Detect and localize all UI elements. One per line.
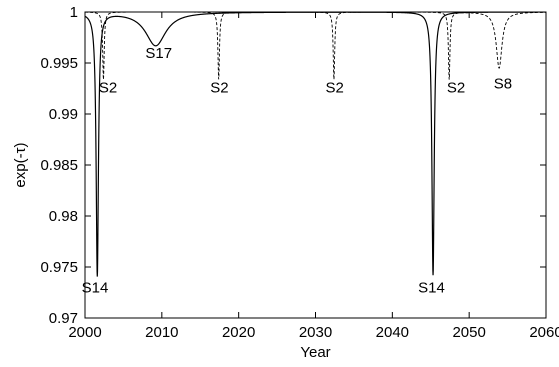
x-tick-label: 2050 bbox=[452, 324, 485, 341]
y-tick-label: 0.975 bbox=[40, 259, 78, 276]
annotation-label: S2 bbox=[447, 80, 465, 97]
x-tick-label: 2000 bbox=[68, 324, 101, 341]
annotation-label: S14 bbox=[418, 280, 445, 297]
y-tick-label: 0.97 bbox=[49, 310, 78, 327]
x-tick-labels: 2000 2010 2020 2030 2040 2050 2060 bbox=[68, 324, 559, 341]
annotation-label: S2 bbox=[210, 80, 228, 97]
x-tick-label: 2040 bbox=[376, 324, 409, 341]
y-tick-label: 0.98 bbox=[49, 208, 78, 225]
annotation-label: S8 bbox=[494, 76, 512, 93]
y-tick-label: 1 bbox=[70, 4, 78, 21]
y-tick-label: 0.985 bbox=[40, 157, 78, 174]
annotation-label: S17 bbox=[145, 45, 172, 62]
annotation-label: S2 bbox=[326, 80, 344, 97]
y-tick-label: 0.99 bbox=[49, 106, 78, 123]
x-tick-label: 2060 bbox=[529, 324, 559, 341]
x-tick-label: 2020 bbox=[222, 324, 255, 341]
x-tick-label: 2030 bbox=[299, 324, 332, 341]
annotation-label: S2 bbox=[99, 80, 117, 97]
y-tick-label: 0.995 bbox=[40, 55, 78, 72]
x-axis-label: Year bbox=[300, 344, 330, 361]
annotation-label: S14 bbox=[82, 280, 109, 297]
annotations: S17 S2 S2 S2 S2 S8 S14 S14 bbox=[82, 45, 513, 297]
y-tick-labels: 0.97 0.975 0.98 0.985 0.99 0.995 1 bbox=[40, 4, 78, 327]
y-axis-label: exp(-τ) bbox=[12, 142, 29, 187]
plot-frame bbox=[84, 11, 547, 319]
x-tick-label: 2010 bbox=[145, 324, 178, 341]
